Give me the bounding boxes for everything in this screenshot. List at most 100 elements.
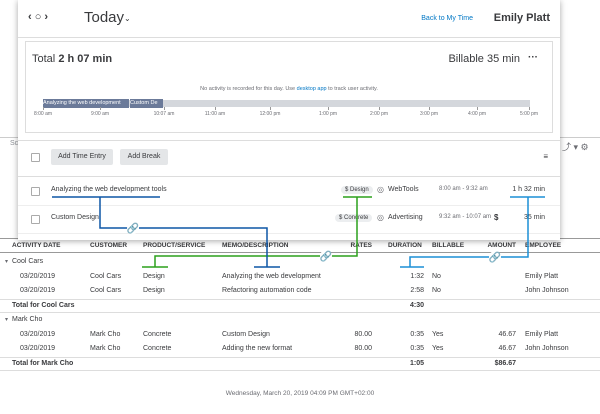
group-total-amount: $86.67 [494,360,516,367]
cell: No [432,287,441,294]
cell: Yes [432,331,444,338]
project-icon: ◎ [377,185,384,194]
time-tick [164,107,165,110]
time-tick [270,107,271,110]
link-icon-bg [320,250,332,262]
cell: No [432,273,441,280]
day-title[interactable]: Today [84,9,125,26]
select-all[interactable] [31,153,40,162]
column-header: RATES [350,242,372,249]
column-header: DURATION [388,242,422,249]
connector [99,197,268,267]
total-line [0,370,600,371]
total: Total 2 h 07 min [32,53,112,65]
cell: 2:58 [410,287,424,294]
time-tick [215,107,216,110]
summary-box [25,41,553,133]
time-tick [529,107,530,110]
settings-icon: ≡ [543,152,548,161]
user-name[interactable]: Emily Platt [493,12,550,24]
billable: Billable 35 min [448,53,520,65]
link-icon: 🔗 [127,222,140,235]
cell: Cool Cars [90,287,122,294]
notice-text: to track user activity. [328,86,378,92]
header-line [0,252,600,253]
time-label: 3:00 pm [419,111,439,117]
service-tag: $ Design [341,186,373,194]
desktop-link[interactable]: desktop app [296,86,327,92]
cell: John Johnson [525,287,569,294]
group-name: Cool Cars [12,258,44,265]
column-header: BILLABLE [432,242,465,249]
cell: 0:35 [410,331,424,338]
cell: 46.67 [498,331,516,338]
cell: Yes [432,345,444,352]
column-header: ACTIVITY DATE [12,242,61,249]
group-total-duration: 1:05 [409,360,424,367]
add-entry-button[interactable]: Add Time Entry [51,149,113,165]
cell: Analyzing the web development [222,273,321,280]
nav-arrows[interactable]: ‹ ○ › [28,11,49,23]
total-line [0,299,600,300]
back-link[interactable]: Back to My Time [421,15,473,22]
project-icon: ◎ [377,213,384,222]
project-name: WebTools [388,186,419,193]
time-label: 1:00 pm [318,111,338,117]
cell: 03/20/2019 [20,273,56,280]
cell: Mark Cho [90,345,121,352]
toolbar-icons: ⤴ ▾ ⚙ [562,142,589,152]
connector [154,197,358,267]
report-footer: Wednesday, March 20, 2019 04:09 PM GMT+0… [225,390,375,397]
column-header: PRODUCT/SERVICE [143,242,206,249]
time-label: 8:00 am [33,111,53,117]
time-range: 8:00 am - 9:32 am [439,186,488,192]
add-break-button[interactable]: Add Break [120,149,168,165]
time-label: 2:00 pm [369,111,389,117]
billable-mark: $ [494,213,499,222]
timeline-block: Analyzing the web development [43,99,129,108]
cell: Refactoring automation code [222,287,312,294]
cell: Concrete [143,345,172,352]
cell: 80.00 [354,331,372,338]
time-tick [328,107,329,110]
row-checkbox[interactable] [31,187,40,196]
time-label: 4:00 pm [467,111,487,117]
group-total-label: Total for Mark Cho [12,360,74,367]
row-checkbox[interactable] [31,215,40,224]
link-icon: 🔗 [320,250,333,263]
cell: John Johnson [525,345,569,352]
top-divider [18,37,560,38]
timeline-block: Custom De [130,99,163,108]
cell: Design [143,273,165,280]
group-caret: ▾ [5,317,9,323]
link-icon-bg [489,251,501,263]
cell: 1:32 [410,273,424,280]
time-range: 9:32 am - 10:07 am [439,214,492,220]
list-divider [18,140,560,141]
cell: 03/20/2019 [20,331,56,338]
row-divider [18,233,560,234]
total-label: Total [32,53,56,65]
service-tag: $ Concrete [335,214,373,222]
time-card: ‹ ○ › Today ⌄ Back to My Time Emily Platt Tot… [18,0,560,240]
column-header: CUSTOMER [90,242,128,249]
cell: 0:35 [410,345,424,352]
entry-description: Analyzing the web development tools [51,186,167,193]
link-icon-bg [127,222,139,234]
connector [409,197,529,267]
report: Sc ⤴ ▾ ⚙ ACTIVITY DATE CUSTOMER PRODUCT/SERV… [0,130,600,414]
billable-value: 35 min [486,53,520,65]
time-tick [429,107,430,110]
cell: Custom Design [222,331,270,338]
cell: 46.67 [498,345,516,352]
entry-duration: 35 min [523,214,545,221]
time-tick [379,107,380,110]
entry-description: Custom Design [51,214,99,221]
group-name: Mark Cho [12,316,43,323]
group-total-duration: 4:30 [409,302,424,309]
column-header: EMPLOYEE [525,242,562,249]
notice-text: No activity is recorded for this day. Us… [200,86,296,92]
more-menu[interactable]: ··· [528,52,538,63]
time-label: 11:00 am [204,111,226,117]
notice: No activity is recorded for this day. Us… [18,86,560,92]
